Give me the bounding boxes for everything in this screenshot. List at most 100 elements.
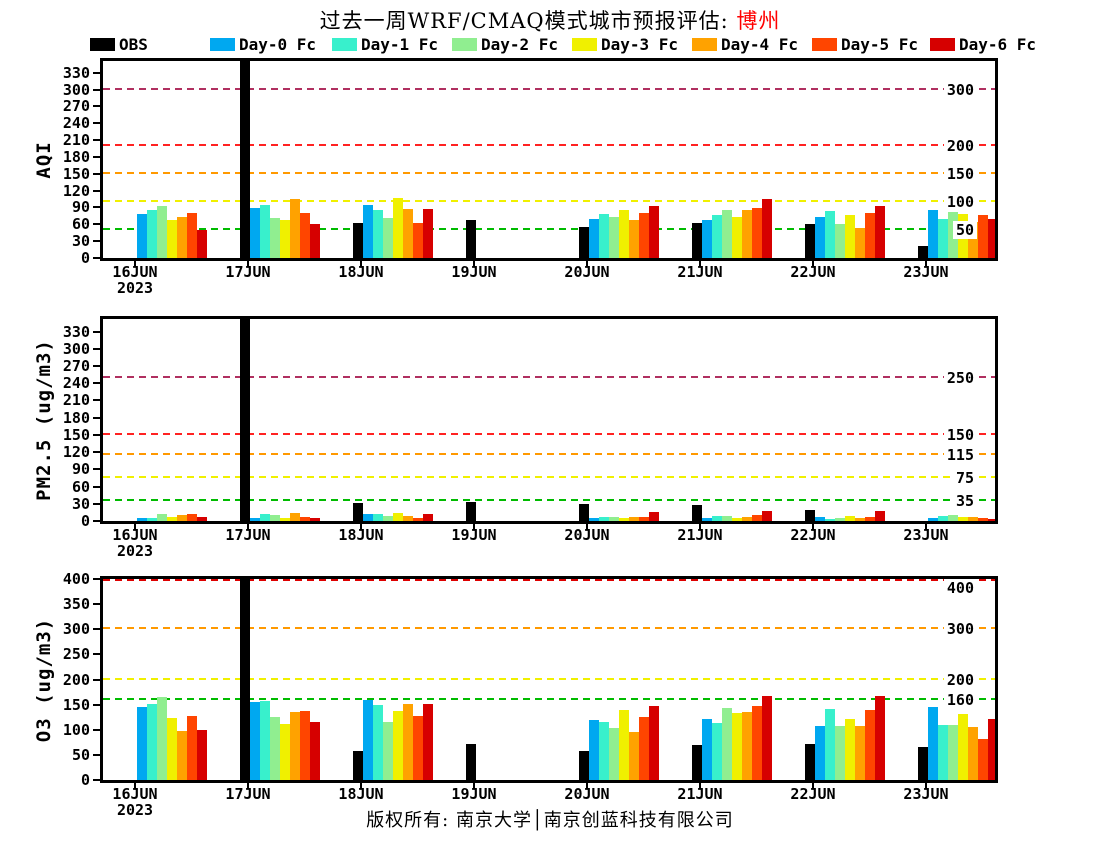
legend-item-obs: OBS xyxy=(90,34,148,54)
bar-aqi-day-0-fc-22JUN xyxy=(815,217,825,258)
bar-o3-day-4-fc-16JUN xyxy=(177,730,187,780)
bar-aqi-day-2-fc-22JUN xyxy=(835,224,845,258)
x-tick-pm25-23JUN xyxy=(925,524,927,530)
x-tick-label-aqi-19JUN: 19JUN xyxy=(451,263,497,281)
bar-pm25-day-2-fc-20JUN xyxy=(609,516,619,521)
copyright-text: 版权所有: 南京大学│南京创蓝科技有限公司 xyxy=(366,810,734,831)
bar-aqi-day-1-fc-22JUN xyxy=(825,211,835,258)
bar-o3-day-1-fc-20JUN xyxy=(599,722,609,780)
y-tick-label-pm25-60: 60 xyxy=(71,477,90,496)
bar-aqi-day-3-fc-17JUN xyxy=(280,220,290,258)
x-tick-aqi-18JUN xyxy=(360,261,362,267)
bar-pm25-obs-21JUN xyxy=(692,504,702,521)
guide-line-o3-300 xyxy=(103,627,995,630)
legend-item-day-2-fc: Day-2 Fc xyxy=(452,35,558,54)
bar-pm25-day-2-fc-16JUN xyxy=(157,513,167,521)
guide-label-pm25-35: 35 xyxy=(952,491,977,510)
bar-o3-day-3-fc-16JUN xyxy=(167,718,177,780)
bar-o3-obs-21JUN xyxy=(692,744,702,780)
y-tick-o3-300 xyxy=(93,628,100,631)
legend-item-day-6-fc: Day-6 Fc xyxy=(930,35,1036,54)
x-tick-year-aqi: 2023 xyxy=(116,279,154,297)
bar-o3-day-4-fc-18JUN xyxy=(403,703,413,780)
bar-aqi-day-6-fc-21JUN xyxy=(762,199,772,258)
y-tick-aqi-0 xyxy=(93,257,100,259)
bar-pm25-obs-22JUN xyxy=(805,509,815,521)
y-tick-pm25-240 xyxy=(93,382,100,385)
page-title: 过去一周WRF/CMAQ模式城市预报评估: 博州 xyxy=(0,5,1100,35)
plot-area-aqi: 50 100 150 200 300 xyxy=(103,61,995,258)
bar-aqi-day-2-fc-21JUN xyxy=(722,210,732,258)
bar-pm25-day-3-fc-17JUN xyxy=(280,517,290,521)
guide-line-pm25-75 xyxy=(103,475,995,478)
bar-o3-day-5-fc-23JUN xyxy=(978,738,988,780)
bar-aqi-day-5-fc-17JUN xyxy=(300,213,310,258)
bar-pm25-day-6-fc-22JUN xyxy=(875,511,885,521)
legend-swatch-obs xyxy=(90,37,115,51)
bar-pm25-day-4-fc-20JUN xyxy=(629,516,639,521)
bar-o3-day-6-fc-23JUN xyxy=(988,718,995,780)
bar-aqi-obs-17JUN xyxy=(240,61,250,258)
bar-pm25-day-0-fc-21JUN xyxy=(702,518,712,521)
plot-box-o3: 160 200 300 400 xyxy=(100,576,998,783)
y-tick-aqi-30 xyxy=(93,240,100,243)
legend-swatch-day-4-fc xyxy=(692,37,717,51)
bar-pm25-day-4-fc-16JUN xyxy=(177,515,187,521)
legend-label-obs: OBS xyxy=(119,34,148,54)
y-tick-o3-150 xyxy=(93,703,100,706)
guide-line-o3-160 xyxy=(103,697,995,700)
y-axis-title-aqi: AQI xyxy=(33,140,55,179)
legend-item-day-4-fc: Day-4 Fc xyxy=(692,35,798,54)
bar-aqi-obs-20JUN xyxy=(579,227,589,258)
legend-swatch-day-0-fc xyxy=(210,37,235,51)
y-tick-pm25-120 xyxy=(93,451,100,454)
guide-label-pm25-75: 75 xyxy=(952,468,977,487)
bar-aqi-day-3-fc-20JUN xyxy=(619,210,629,258)
bar-pm25-day-6-fc-21JUN xyxy=(762,511,772,521)
bar-o3-day-0-fc-18JUN xyxy=(363,699,373,780)
bar-o3-day-5-fc-18JUN xyxy=(413,715,423,780)
x-tick-label-o3-20JUN: 20JUN xyxy=(564,785,610,803)
bar-pm25-day-0-fc-23JUN xyxy=(928,517,938,521)
copyright-footer: 版权所有: 南京大学│南京创蓝科技有限公司 xyxy=(0,806,1100,832)
y-tick-o3-250 xyxy=(93,653,100,656)
y-tick-label-aqi-300: 300 xyxy=(62,80,90,99)
bar-pm25-day-2-fc-21JUN xyxy=(722,516,732,521)
bar-o3-day-3-fc-18JUN xyxy=(393,710,403,780)
y-tick-aqi-60 xyxy=(93,223,100,226)
bar-pm25-day-0-fc-20JUN xyxy=(589,518,599,521)
bar-o3-day-5-fc-17JUN xyxy=(300,710,310,780)
x-tick-label-o3-22JUN: 22JUN xyxy=(790,785,836,803)
bar-pm25-day-5-fc-18JUN xyxy=(413,517,423,521)
legend-label-day-1-fc: Day-1 Fc xyxy=(361,34,439,54)
bar-pm25-day-3-fc-23JUN xyxy=(958,516,968,521)
y-tick-label-aqi-150: 150 xyxy=(62,164,90,183)
plot-box-pm25: 35 75 115 150 250 xyxy=(100,316,998,524)
x-tick-year-o3: 2023 xyxy=(116,801,154,819)
bar-o3-obs-20JUN xyxy=(579,750,589,780)
guide-line-pm25-115 xyxy=(103,453,995,456)
y-tick-label-aqi-330: 330 xyxy=(62,63,90,82)
y-tick-label-o3-400: 400 xyxy=(62,570,90,588)
bar-aqi-day-4-fc-21JUN xyxy=(742,210,752,258)
y-tick-label-pm25-120: 120 xyxy=(62,443,90,462)
y-tick-aqi-300 xyxy=(93,88,100,91)
y-tick-pm25-300 xyxy=(93,347,100,350)
y-tick-o3-0 xyxy=(93,779,100,781)
bar-aqi-obs-21JUN xyxy=(692,222,702,258)
y-tick-label-o3-350: 350 xyxy=(62,595,90,614)
bar-o3-day-0-fc-21JUN xyxy=(702,718,712,780)
bar-o3-day-3-fc-21JUN xyxy=(732,713,742,780)
guide-line-aqi-50 xyxy=(103,227,995,230)
bar-pm25-day-6-fc-18JUN xyxy=(423,514,433,521)
y-axis-title-o3: O3 (ug/m3) xyxy=(33,617,55,742)
legend-label-day-5-fc: Day-5 Fc xyxy=(841,34,919,54)
x-tick-label-pm25-23JUN: 23JUN xyxy=(903,526,949,544)
bar-aqi-day-6-fc-23JUN xyxy=(988,218,995,258)
guide-line-pm25-150 xyxy=(103,432,995,435)
x-tick-label-pm25-17JUN: 17JUN xyxy=(225,526,271,544)
plot-box-aqi: 50 100 150 200 300 xyxy=(100,58,998,261)
x-tick-label-o3-18JUN: 18JUN xyxy=(338,785,384,803)
x-tick-pm25-19JUN xyxy=(473,524,475,530)
bar-aqi-obs-22JUN xyxy=(805,224,815,258)
